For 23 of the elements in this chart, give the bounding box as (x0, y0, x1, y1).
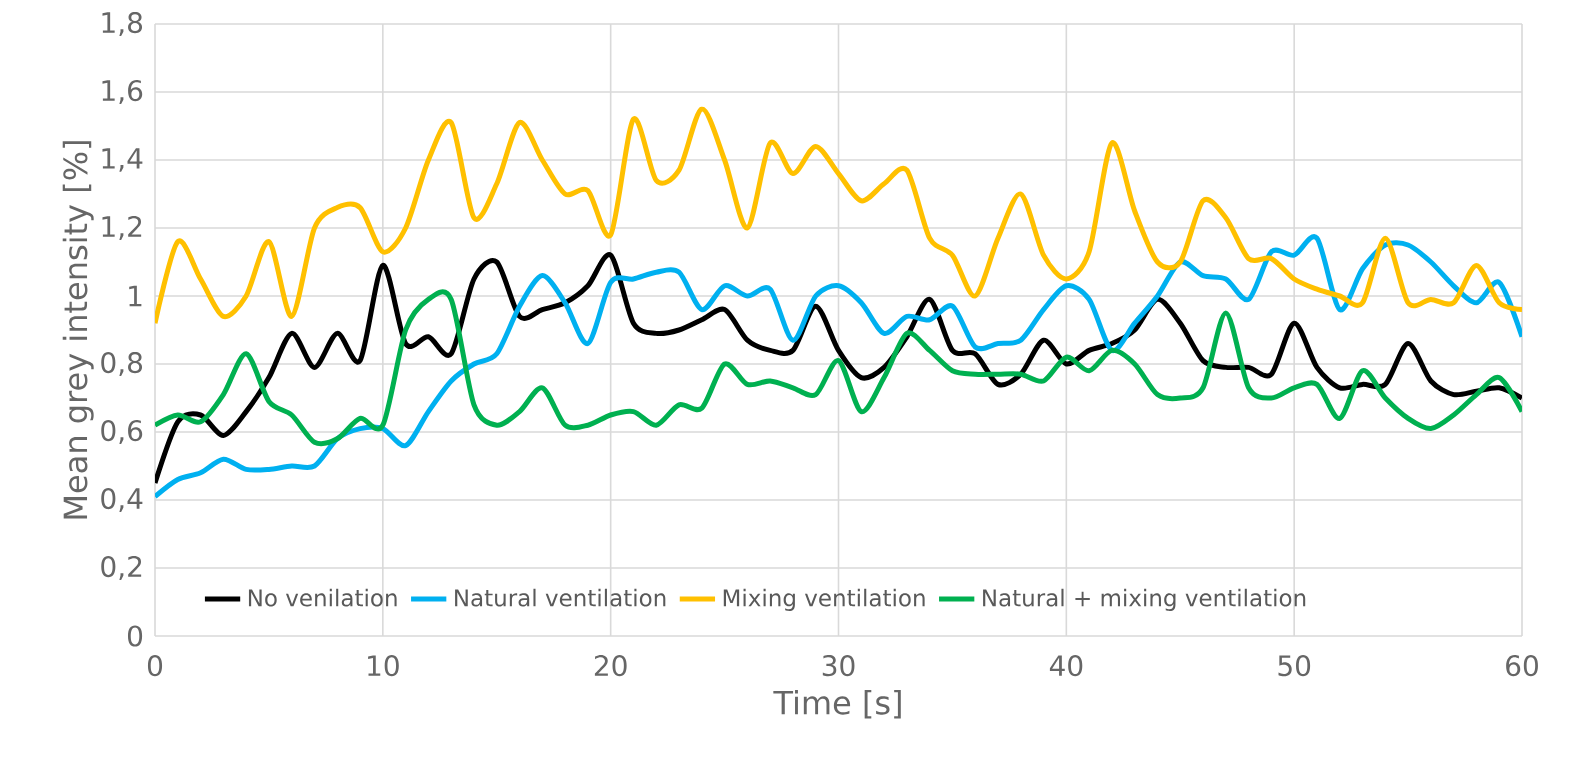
legend-label: Natural + mixing ventilation (983, 588, 1306, 611)
y-tick-label: 0,4 (101, 487, 143, 513)
y-tick-label: 1,6 (102, 79, 143, 105)
x-axis-title: Time [s] (773, 689, 901, 719)
x-tick-label: 40 (1049, 655, 1083, 677)
y-tick-label: 1,4 (102, 148, 143, 172)
x-tick-label: 20 (594, 655, 627, 677)
x-tick-label: 30 (822, 655, 855, 677)
x-tick-label: 0 (147, 655, 163, 677)
y-tick-label: 0,2 (101, 555, 142, 581)
y-tick-label: 0,6 (101, 419, 143, 445)
y-tick-label: 1,2 (102, 215, 142, 241)
legend-label: Natural ventilation (455, 588, 666, 607)
legend-label: No venilation (248, 588, 397, 607)
y-tick-label: 0,8 (101, 351, 143, 377)
legend-label: Mixing ventilation (723, 588, 925, 611)
x-tick-label: 10 (368, 655, 399, 677)
y-tick-label: 1 (129, 285, 142, 307)
y-axis-title: Mean grey intensity [%] (62, 141, 94, 519)
x-tick-label: 60 (1506, 655, 1538, 677)
y-tick-label: 1,8 (102, 11, 143, 37)
x-tick-label: 50 (1278, 655, 1311, 677)
y-tick-label: 0 (127, 625, 143, 647)
